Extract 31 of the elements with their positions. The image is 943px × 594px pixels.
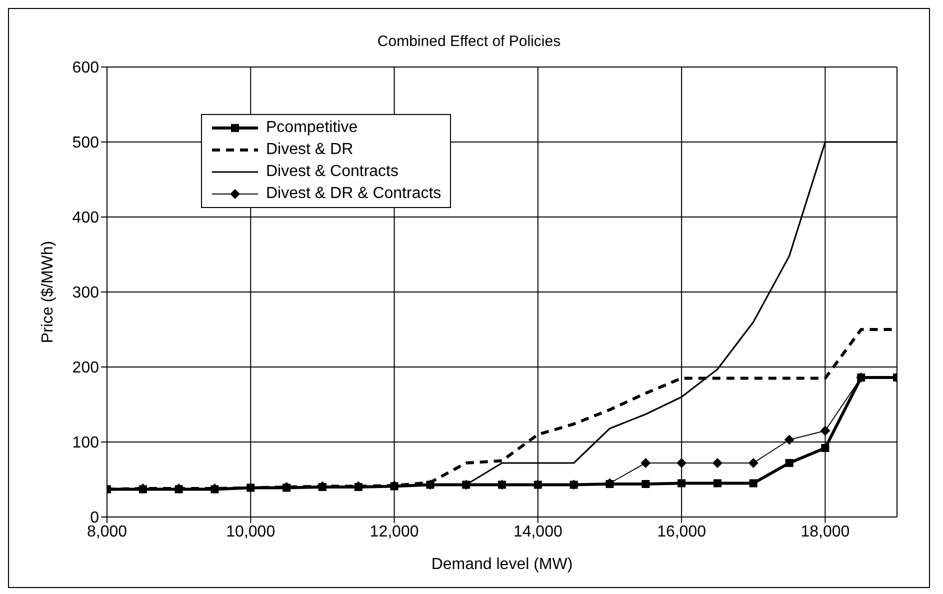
x-tick-label: 18,000	[800, 523, 850, 540]
point	[678, 479, 686, 488]
point	[640, 458, 651, 468]
legend-label: Pcompetitive	[266, 119, 358, 137]
point	[784, 434, 794, 445]
y-tick-label: 100	[72, 434, 100, 452]
y-tick-label: 500	[72, 134, 100, 152]
chart-title: Combined Effect of Policies	[376, 33, 562, 50]
y-tick-label: 200	[72, 360, 100, 377]
point	[712, 458, 722, 468]
y-axis-title: Price ($/MWh)	[40, 240, 57, 344]
y-tick-label: 300	[72, 284, 100, 302]
point	[713, 479, 722, 488]
x-tick-label: 8,000	[86, 523, 128, 540]
legend-label: Divest & Contracts	[266, 163, 398, 181]
point	[748, 458, 758, 468]
x-axis-title: Demand level (MW)	[431, 556, 573, 573]
x-tick-label: 16,000	[657, 523, 706, 540]
point	[749, 479, 758, 488]
x-tick-label: 10,000	[226, 523, 276, 540]
legend-label: Divest & DR & Contracts	[266, 185, 442, 203]
y-tick-label: 400	[72, 210, 100, 227]
point	[821, 444, 830, 452]
point	[642, 480, 650, 488]
point	[820, 426, 830, 436]
x-tick-label: 12,000	[370, 523, 419, 540]
point	[676, 458, 687, 468]
x-tick-label: 14,000	[513, 523, 562, 540]
y-tick-label: 600	[72, 60, 100, 77]
point	[785, 459, 794, 467]
legend-label: Divest & DR	[266, 141, 354, 159]
